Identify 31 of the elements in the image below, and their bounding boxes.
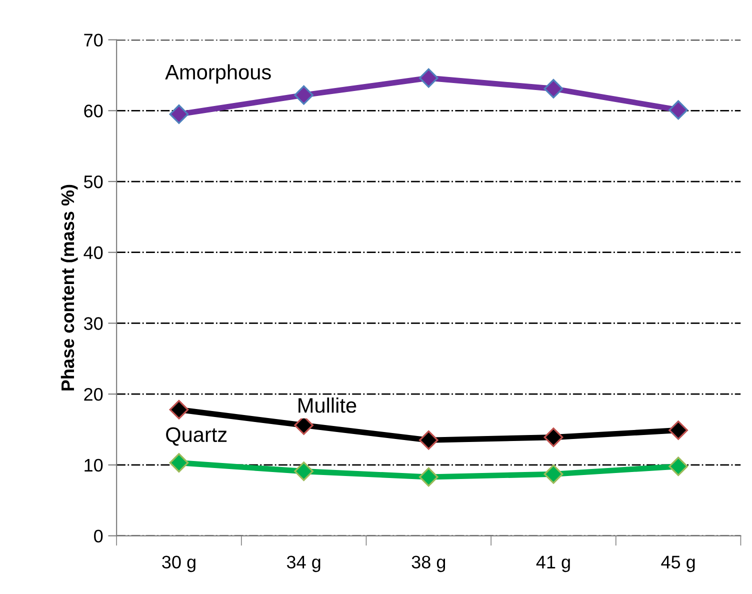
y-tick-label: 40 xyxy=(84,246,103,260)
point xyxy=(418,430,438,450)
point xyxy=(169,453,189,472)
point xyxy=(418,68,438,88)
point xyxy=(418,467,438,487)
x-tick-label: 38 g xyxy=(412,556,446,572)
point xyxy=(544,464,564,484)
point xyxy=(169,400,189,420)
point xyxy=(668,100,688,120)
point xyxy=(668,420,688,440)
point xyxy=(294,85,314,105)
y-tick-label: 70 xyxy=(84,34,103,47)
series-label: Quartz xyxy=(166,427,227,446)
y-tick-label: 20 xyxy=(84,388,103,401)
point xyxy=(544,428,564,447)
y-tick-label: 0 xyxy=(94,530,103,543)
series-label: Amorphous xyxy=(165,64,271,84)
point xyxy=(668,456,688,476)
y-tick-label: 50 xyxy=(84,175,103,188)
y-tick-label: 30 xyxy=(84,317,103,330)
x-tick-label: 30 g xyxy=(162,556,196,572)
series-label: Mullite xyxy=(298,398,356,413)
y-tick-label: 10 xyxy=(84,458,103,472)
point xyxy=(169,104,189,124)
x-tick-label: 34 g xyxy=(286,556,320,572)
point xyxy=(544,79,564,98)
y-tick-label: 60 xyxy=(84,104,103,118)
point xyxy=(294,462,314,481)
y-axis-title: Phase content (mass %) xyxy=(60,184,78,390)
x-tick-label: 45 g xyxy=(661,556,695,572)
x-tick-label: 41 g xyxy=(536,556,570,572)
